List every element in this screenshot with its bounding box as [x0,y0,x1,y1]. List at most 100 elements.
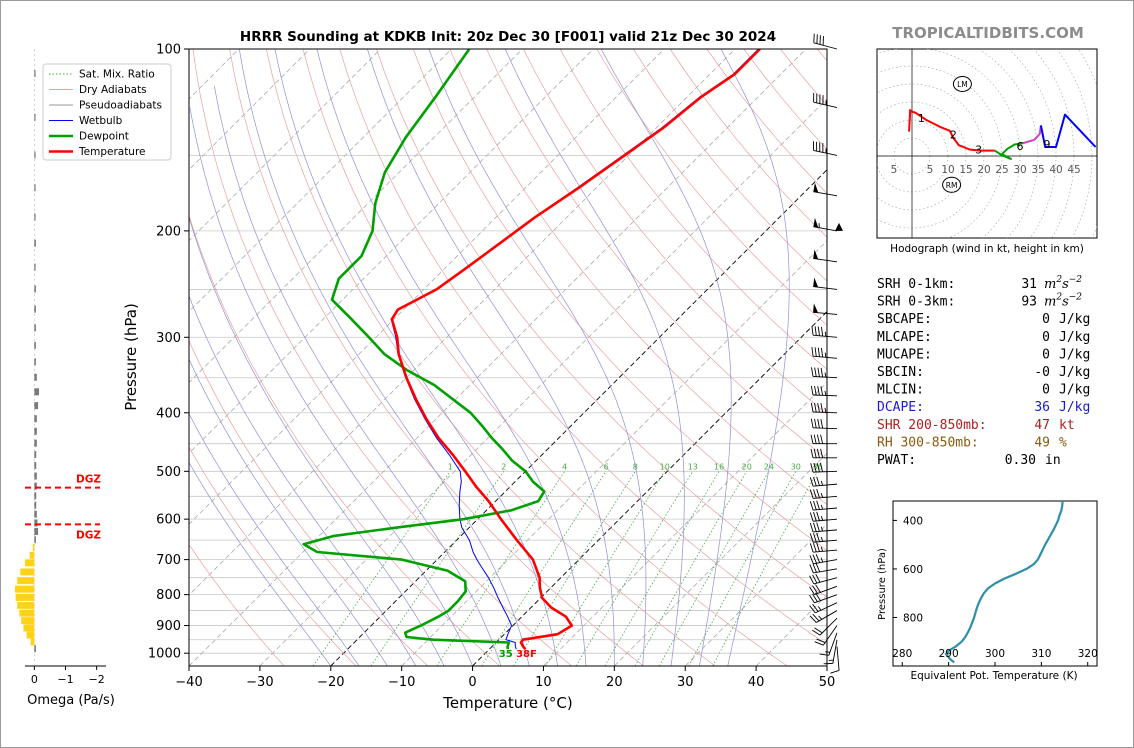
wind-barb-half [824,352,827,358]
moist-adiabat-line [189,461,332,666]
isotherm-line [543,381,827,666]
isotherm-line [614,452,827,666]
wind-barb-flag [820,448,824,458]
wind-barb [809,511,838,522]
wind-barb-flag [809,533,814,543]
wind-barb-flag [816,532,820,542]
moist-adiabat-line [316,49,587,666]
wind-barb-flag [819,462,824,472]
mixing-ratio-label: 2 [501,462,506,471]
omega-tick-label: −1 [57,673,73,686]
wind-barb [810,434,837,445]
index-value: 0 [1042,330,1050,345]
dry-adiabat-line [189,339,429,666]
omega-bar [34,239,36,247]
wind-barb-half [824,372,827,378]
legend-label: Sat. Mix. Ratio [79,69,155,81]
temperature-profile [390,49,761,651]
wind-barb-flag [813,448,817,458]
wind-barb [810,402,838,414]
mixing-ratio-label: 13 [688,462,698,471]
omega-bar [34,415,37,423]
wind-barb [813,92,838,108]
wind-barb-flag [816,434,820,444]
wind-barb-flag [814,402,817,413]
wind-barb-pennant [813,277,819,288]
legend-label: Dewpoint [79,131,129,143]
dry-adiabat-line [302,49,788,666]
moist-adiabat-line [720,49,790,666]
dry-adiabat-line [486,49,827,460]
omega-bar [34,285,36,293]
index-value: 0.30 [1005,453,1036,468]
wind-barb [809,500,838,511]
wind-barb [809,542,838,553]
dry-adiabat-line [376,49,827,598]
dgz-label: DGZ [76,529,101,541]
wind-barb-flag [830,670,840,674]
wind-barb-staff [812,470,838,473]
wind-barb-staff [828,632,838,656]
wind-barb-flag [816,511,820,521]
dry-adiabat-line [265,49,716,666]
wind-barb [809,602,838,614]
omega-bar [34,492,37,500]
wind-barb [812,141,838,156]
wind-barb [830,646,840,674]
wind-barb [813,182,838,197]
wind-barb-flag [809,555,814,564]
thetae-profile [944,500,1064,664]
wind-barb-flag [815,573,821,583]
index-unit-sup: −2 [1069,275,1083,285]
wind-barb [813,217,838,232]
hodograph-trace [908,109,995,152]
omega-panel: 0 −1 −2 Omega (Pa/s) DGZ DGZ [15,49,115,708]
y-tick-label: 600 [156,513,181,528]
dry-adiabat-line [596,49,827,326]
isotherm-line [684,523,827,666]
wind-barb [811,367,838,379]
wind-barb-flag [809,477,814,487]
mixing-ratio-line [712,471,818,666]
wind-barb [809,488,838,499]
wind-barb-flag [810,402,814,413]
moist-adiabat-line [274,49,558,666]
wind-barb [810,462,838,473]
wind-barb [813,277,838,290]
mixing-ratio-label: 8 [633,462,638,471]
omega-bar [34,151,36,159]
wind-barb-staff [813,42,838,50]
wind-barb-flag [809,586,815,595]
hodograph-ring-label: 40 [1049,164,1062,176]
moist-adiabat-line [189,216,445,666]
thetae-plot: 280 290 300 310 320 400 600 800 [892,500,1098,666]
surface-dewpoint-label: 35 [499,649,513,660]
dry-adiabat-line [189,543,285,666]
mixing-ratio-label: 20 [742,462,752,471]
wind-barb-half [818,615,823,620]
wind-barb-half [824,331,827,337]
omega-bar [29,551,35,559]
hodograph-ring-label: 25 [995,164,1008,176]
hodograph-plot: 5 5 10 15 20 25 30 35 40 45 1 2 3 6 9 LM RM [877,49,1097,238]
index-unit: % [1059,435,1067,450]
hodograph-ring-label: 15 [959,164,972,176]
wind-barb-flag [814,641,824,646]
wind-barb-pennant [813,249,819,260]
wind-barb-flag [812,585,818,594]
wind-barb-flag [814,385,817,396]
wind-barb-staff [812,411,838,414]
y-tick-label: 200 [156,224,181,239]
wind-barb [809,553,838,565]
wind-barb [810,385,838,397]
wind-barb-staff [832,639,838,664]
legend-label: Dry Adiabats [79,84,147,96]
wind-barb-flag [820,367,824,378]
x-tick-label: 40 [748,675,765,690]
index-unit: J/kg [1059,383,1090,398]
index-unit: J/kg [1059,330,1090,345]
omega-bar [30,638,35,646]
y-tick-label: 900 [156,619,181,634]
